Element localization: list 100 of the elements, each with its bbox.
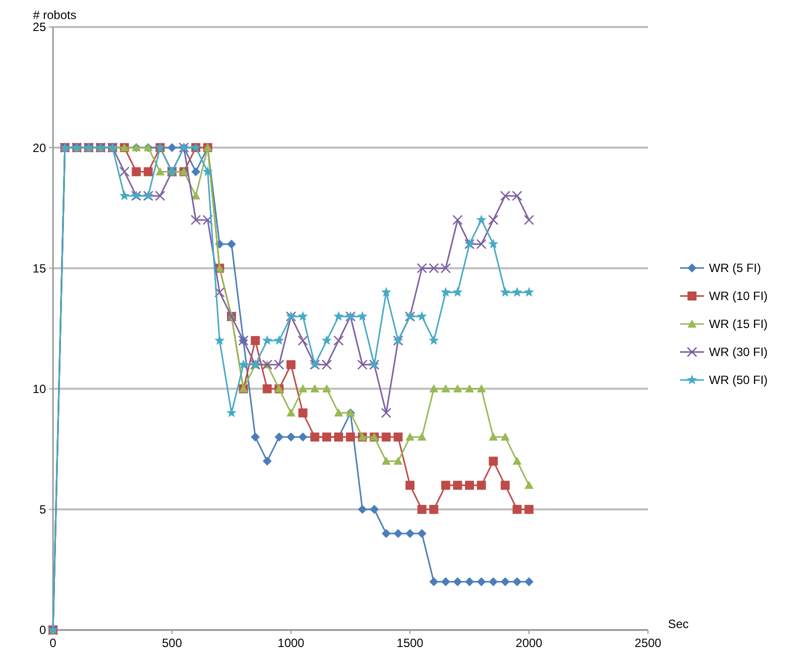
point	[512, 504, 522, 514]
point	[214, 335, 225, 345]
point	[441, 577, 450, 586]
point	[524, 504, 534, 514]
point	[226, 408, 237, 418]
point	[488, 456, 498, 466]
point	[394, 456, 403, 465]
point	[429, 577, 438, 586]
point	[382, 432, 391, 442]
point	[500, 286, 510, 297]
point	[406, 480, 414, 490]
point	[417, 504, 426, 514]
point	[453, 577, 462, 586]
point	[298, 384, 308, 392]
point	[298, 335, 308, 346]
point	[298, 432, 308, 442]
point	[524, 480, 534, 489]
point	[202, 166, 213, 176]
point	[453, 384, 462, 392]
point	[286, 408, 296, 417]
point	[346, 432, 355, 442]
point	[334, 408, 344, 417]
point	[262, 456, 272, 466]
x-tick-label: 1500	[396, 636, 424, 650]
point	[322, 335, 332, 345]
point	[452, 286, 463, 297]
point	[119, 190, 130, 200]
point	[406, 529, 414, 538]
point	[156, 167, 165, 176]
point	[144, 167, 153, 176]
point	[512, 286, 522, 297]
point	[452, 214, 463, 226]
point	[394, 529, 403, 538]
point	[214, 287, 225, 298]
point	[382, 529, 391, 538]
point	[358, 504, 367, 514]
point	[453, 480, 462, 490]
point	[298, 311, 308, 321]
x-axis-title: Sec	[668, 617, 689, 631]
point	[370, 504, 379, 514]
legend-label: WR (30 FI)	[709, 345, 768, 360]
point	[465, 384, 474, 392]
point	[298, 408, 308, 418]
point	[465, 577, 474, 586]
point	[333, 311, 344, 321]
point	[524, 214, 534, 226]
point	[429, 384, 438, 392]
point	[524, 286, 534, 297]
legend-label: WR (10 FI)	[709, 289, 768, 304]
y-tick-label: 10	[32, 382, 46, 396]
point	[476, 214, 487, 224]
point	[227, 240, 236, 249]
y-tick-label: 15	[32, 261, 46, 276]
point	[168, 143, 176, 152]
y-axis-title: # robots	[33, 8, 76, 22]
point	[488, 238, 498, 248]
point	[394, 432, 403, 442]
y-tick-label: 20	[32, 140, 46, 155]
point	[322, 384, 332, 392]
point	[476, 577, 486, 586]
x-tick-label: 500	[162, 636, 182, 650]
point	[132, 167, 141, 176]
point	[191, 167, 200, 176]
point	[440, 286, 451, 297]
legend-label: WR (5 FI)	[709, 261, 761, 276]
point	[524, 577, 534, 586]
point	[476, 480, 486, 490]
x-tick-label: 1000	[278, 636, 305, 650]
point	[488, 214, 498, 226]
point	[465, 480, 474, 490]
y-tick-label: 0	[39, 623, 46, 638]
point	[417, 432, 426, 441]
point	[119, 166, 130, 177]
legend-label: WR (50 FI)	[709, 373, 768, 388]
point	[406, 432, 414, 441]
point	[274, 432, 284, 442]
point	[500, 577, 510, 586]
point	[476, 384, 486, 392]
point	[274, 335, 284, 345]
point	[286, 432, 296, 442]
point	[488, 577, 498, 586]
point	[250, 432, 260, 442]
point	[441, 384, 450, 392]
point	[512, 577, 522, 586]
point	[441, 480, 450, 490]
point	[488, 432, 498, 441]
point	[262, 335, 272, 345]
point	[500, 432, 510, 441]
x-tick-label: 2000	[516, 636, 543, 650]
point	[262, 384, 272, 394]
point	[429, 504, 438, 514]
point	[428, 335, 439, 345]
point	[357, 311, 368, 321]
legend-label: WR (15 FI)	[709, 317, 768, 332]
point	[238, 359, 249, 370]
point	[286, 360, 296, 370]
y-tick-label: 25	[32, 20, 46, 34]
point	[191, 191, 200, 200]
point	[250, 336, 260, 346]
point	[381, 286, 392, 297]
